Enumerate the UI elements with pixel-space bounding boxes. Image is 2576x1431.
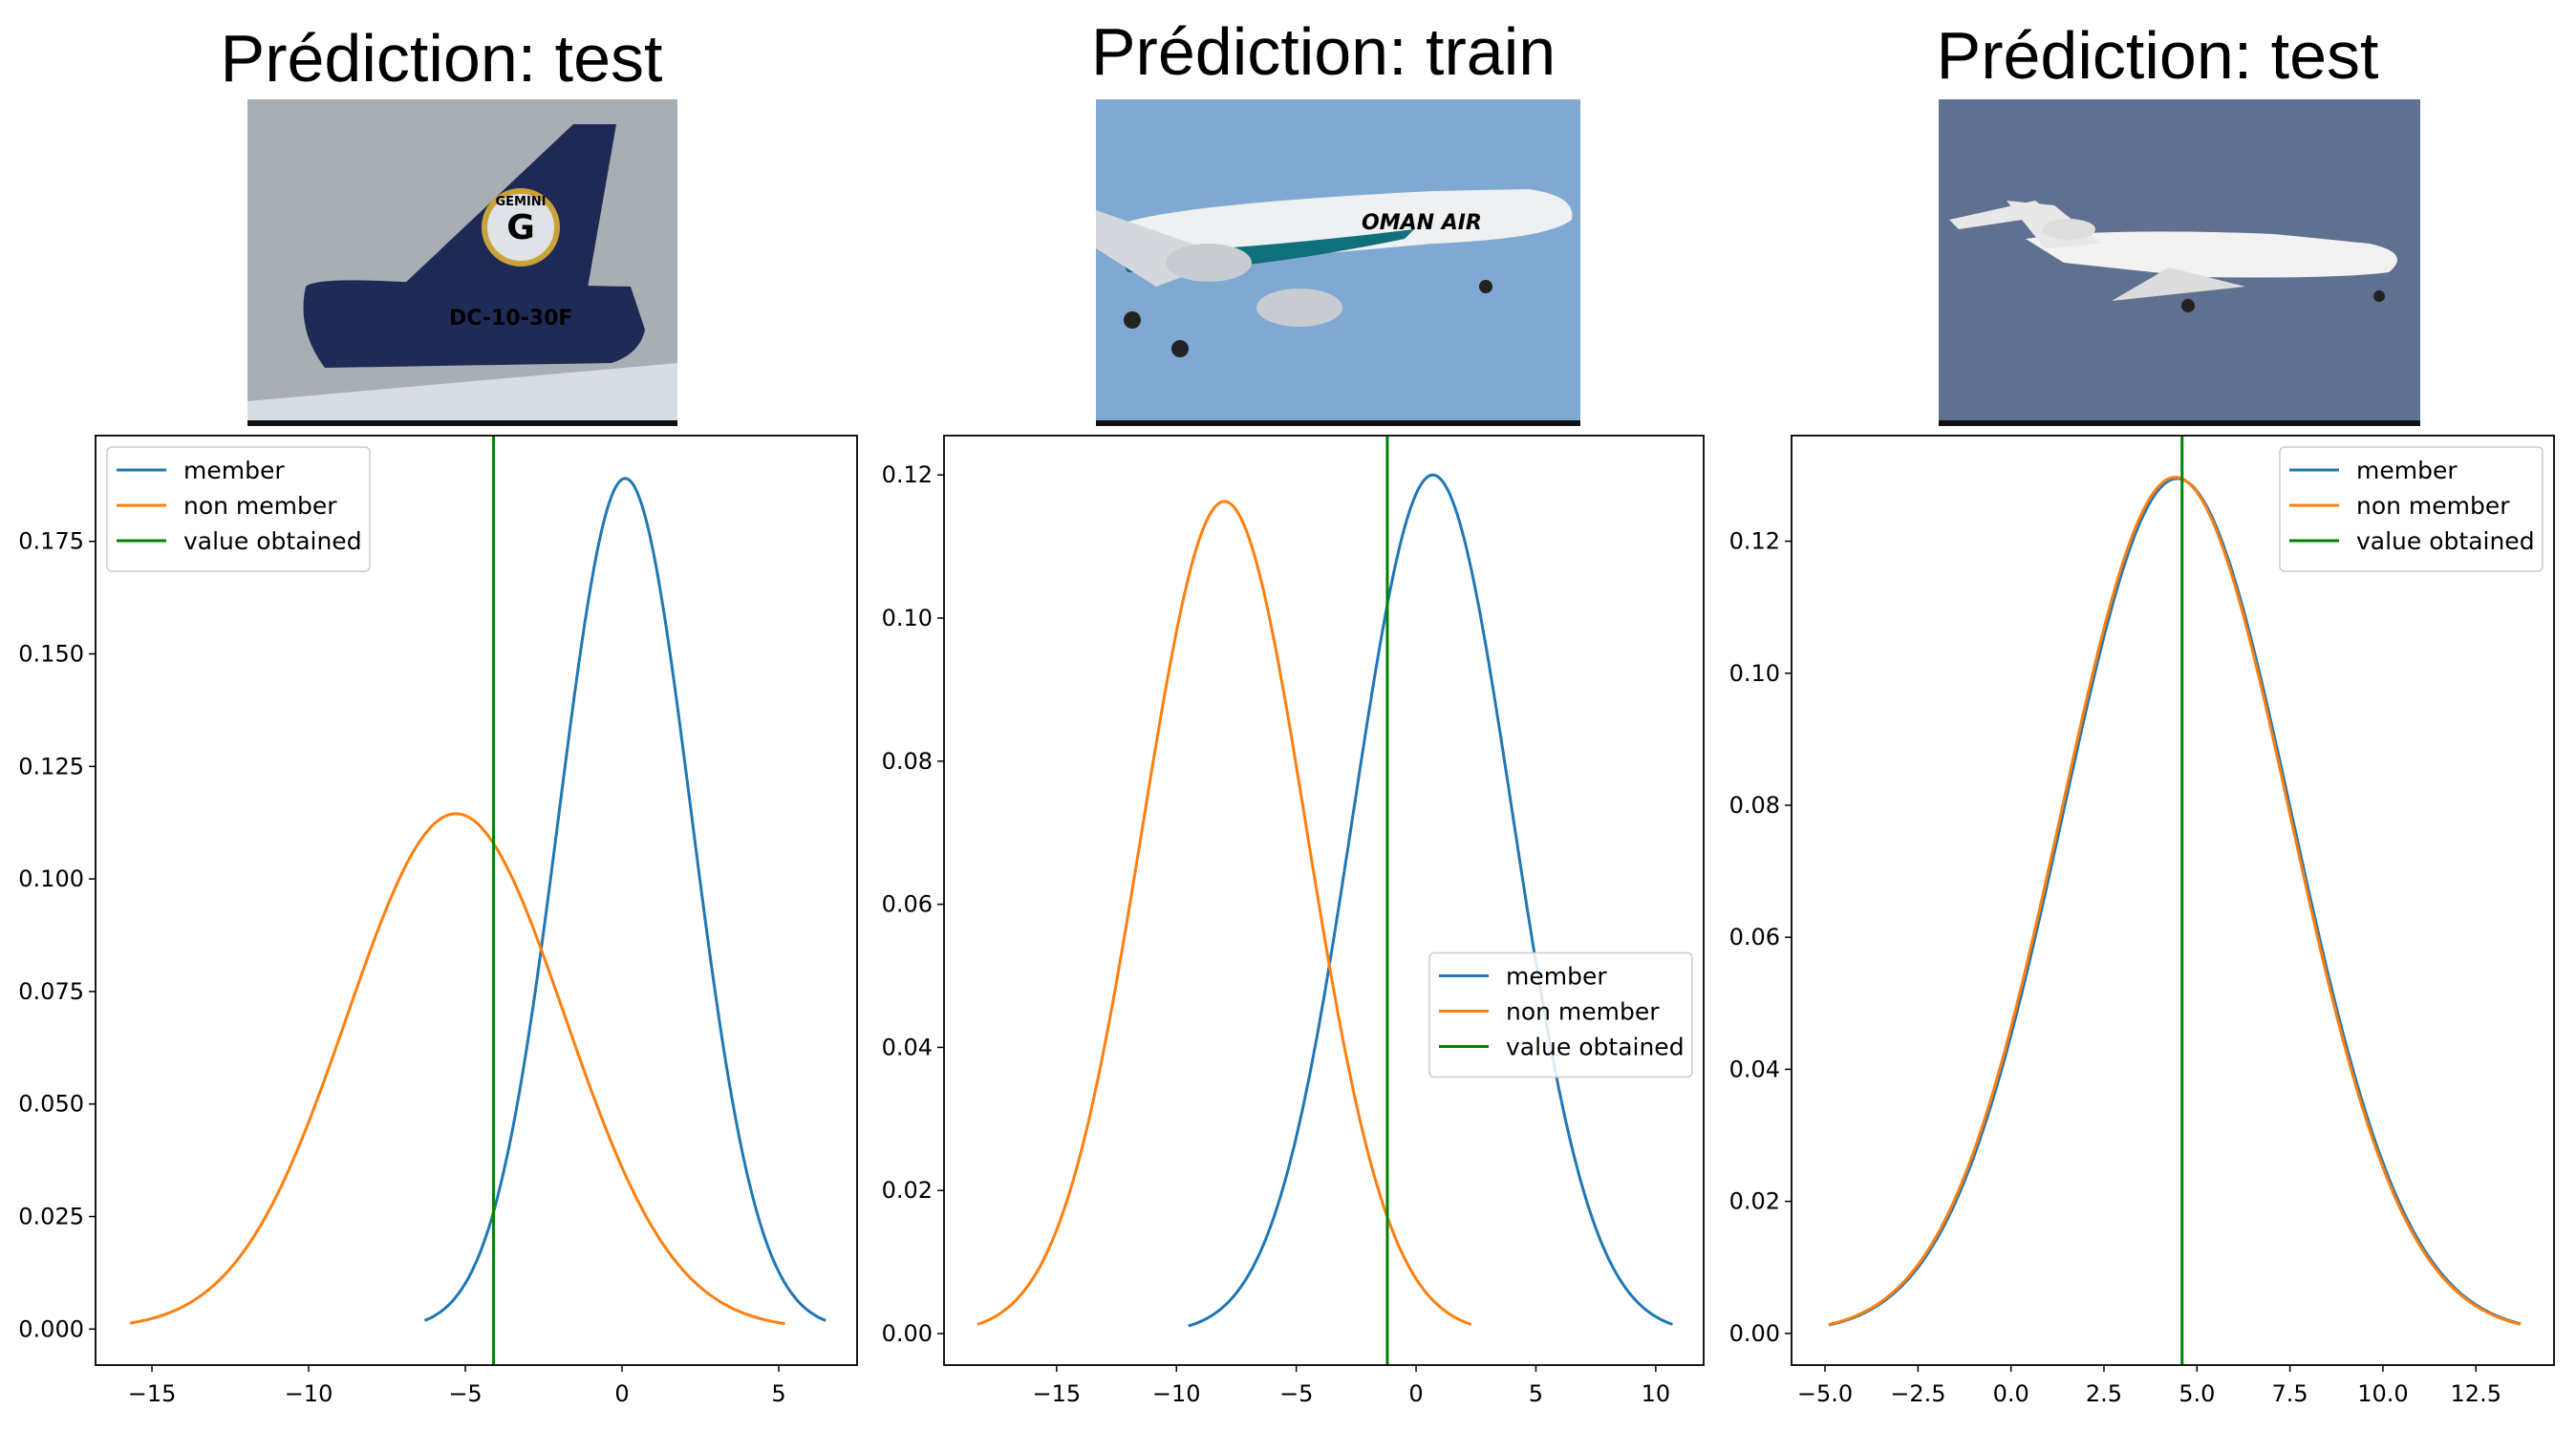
legend: member non member value obtained xyxy=(1428,951,1693,1079)
member-curve xyxy=(1828,477,2522,1327)
series-layer xyxy=(129,436,826,1365)
aircraft-photo-2: OMAN AIR xyxy=(1096,99,1580,426)
y-tick-label: 0.04 xyxy=(1729,1056,1780,1082)
y-tick-label: 0.075 xyxy=(18,978,84,1005)
x-tick-label: 5 xyxy=(771,1380,785,1407)
x-tick-label: −15 xyxy=(128,1380,177,1407)
x-tick-label: 7.5 xyxy=(2272,1380,2308,1407)
x-tick-label: 5.0 xyxy=(2179,1380,2215,1407)
y-tick-label: 0.175 xyxy=(18,528,84,555)
axes-frame xyxy=(943,435,1705,1366)
x-tick-label: 0 xyxy=(614,1380,629,1407)
y-tick-label: 0.125 xyxy=(18,753,84,780)
legend-label: value obtained xyxy=(183,527,362,555)
y-tick-label: 0.100 xyxy=(18,865,84,892)
y-tick-label: 0.08 xyxy=(1729,792,1780,819)
panel-title-1: Prédiction: test xyxy=(221,21,663,96)
series-layer xyxy=(1828,436,2522,1365)
aircraft-photo-1: G GEMINI DC-10-30F xyxy=(247,99,677,426)
legend-label: non member xyxy=(1506,998,1660,1026)
y-tick-label: 0.08 xyxy=(882,748,933,775)
x-tick-label: 2.5 xyxy=(2086,1380,2122,1407)
y-tick-label: 0.06 xyxy=(882,891,933,918)
legend-label: value obtained xyxy=(2356,527,2535,555)
y-tick-label: 0.02 xyxy=(1729,1188,1780,1215)
y-tick-label: 0.10 xyxy=(882,605,933,631)
y-tick-label: 0.10 xyxy=(1729,660,1780,687)
y-tick-label: 0.025 xyxy=(18,1204,84,1230)
panel-title-3: Prédiction: test xyxy=(1937,18,2379,93)
member-curve xyxy=(1188,473,1673,1328)
plot-2: −15 −10 −5 0 5 10 0.00 0.02 0.04 0.06 0.08 0.10 0.12… xyxy=(882,435,1705,1407)
y-tick-label: 0.050 xyxy=(18,1091,84,1118)
legend-box xyxy=(2279,446,2544,572)
x-tick-label: 10.0 xyxy=(2357,1380,2408,1407)
x-tick-label: −15 xyxy=(1033,1380,1082,1407)
x-tick-label: 12.5 xyxy=(2451,1380,2501,1407)
svg-text:G: G xyxy=(506,208,535,247)
x-tick-label: −5 xyxy=(448,1380,482,1407)
plot-1: −15 −10 −5 0 5 0.000 0.025 0.050 0.075 0.100 0.125… xyxy=(18,435,858,1407)
svg-text:OMAN AIR: OMAN AIR xyxy=(1362,211,1482,235)
legend-label: member xyxy=(1506,963,1607,991)
x-tick-label: 5 xyxy=(1529,1380,1543,1407)
non-member-curve xyxy=(1828,476,2522,1327)
y-tick-label: 0.04 xyxy=(882,1034,933,1060)
legend-label: value obtained xyxy=(1506,1034,1685,1061)
y-tick-label: 0.150 xyxy=(18,641,84,668)
legend-box xyxy=(1428,951,1693,1079)
y-tick-label: 0.00 xyxy=(882,1320,933,1347)
non-member-curve xyxy=(129,812,785,1326)
x-tick-label: −10 xyxy=(1152,1380,1201,1407)
axes-frame xyxy=(1791,435,2555,1366)
y-tick-label: 0.000 xyxy=(18,1315,84,1342)
series-layer xyxy=(977,436,1673,1365)
plot-3: −5.0 −2.5 0.0 2.5 5.0 7.5 10.0 12.5 0.00 0.02 0.04… xyxy=(1729,435,2555,1407)
svg-text:GEMINI: GEMINI xyxy=(495,195,546,209)
y-tick-label: 0.00 xyxy=(1729,1320,1780,1347)
x-tick-label: 0 xyxy=(1408,1380,1423,1407)
axes-frame xyxy=(95,435,858,1366)
aircraft-photo-3 xyxy=(1939,99,2420,426)
x-tick-label: −5.0 xyxy=(1797,1380,1853,1407)
non-member-curve xyxy=(977,500,1472,1326)
x-tick-label: −10 xyxy=(285,1380,333,1407)
legend-label: member xyxy=(2356,457,2458,484)
y-tick-label: 0.12 xyxy=(1729,528,1780,555)
legend-box xyxy=(106,446,371,572)
x-tick-label: −5 xyxy=(1279,1380,1313,1407)
panel-title-2: Prédiction: train xyxy=(1091,14,1556,89)
legend: member non member value obtained xyxy=(2279,446,2544,572)
legend: member non member value obtained xyxy=(106,446,371,572)
x-tick-label: 10 xyxy=(1642,1380,1671,1407)
legend-label: member xyxy=(183,457,285,484)
member-curve xyxy=(423,477,826,1322)
y-tick-label: 0.12 xyxy=(882,461,933,488)
x-tick-label: −2.5 xyxy=(1890,1380,1945,1407)
y-tick-label: 0.06 xyxy=(1729,924,1780,950)
x-tick-label: 0.0 xyxy=(1993,1380,2029,1407)
svg-text:DC-10-30F: DC-10-30F xyxy=(449,307,572,331)
legend-label: non member xyxy=(183,492,337,520)
y-tick-label: 0.02 xyxy=(882,1177,933,1204)
legend-label: non member xyxy=(2356,492,2510,520)
